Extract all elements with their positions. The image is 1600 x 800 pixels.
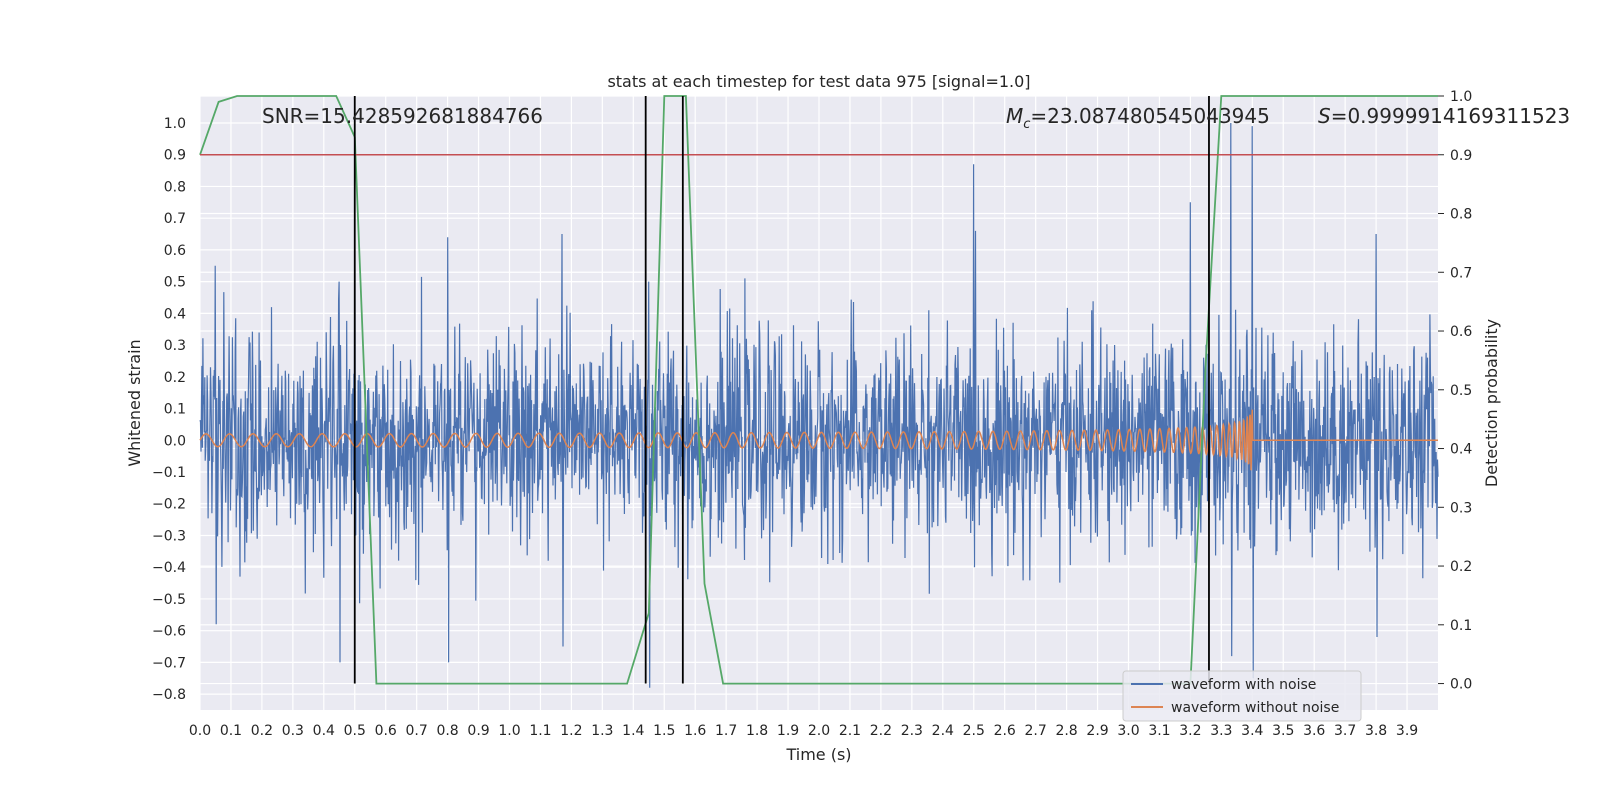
y-left-tick-label: −0.1 bbox=[152, 465, 186, 481]
y-right-tick-label: 0.6 bbox=[1450, 324, 1472, 340]
x-tick-label: 2.7 bbox=[1025, 723, 1047, 739]
x-tick-label: 1.3 bbox=[591, 723, 613, 739]
y-left-tick-label: 0.4 bbox=[164, 306, 186, 322]
y-left-tick-label: −0.2 bbox=[152, 497, 186, 513]
series-waveform-without-noise bbox=[199, 409, 1438, 471]
x-tick-label: 3.3 bbox=[1210, 723, 1232, 739]
x-tick-label: 3.1 bbox=[1148, 723, 1170, 739]
x-tick-label: 3.4 bbox=[1241, 723, 1263, 739]
y-left-tick-label: −0.8 bbox=[152, 687, 186, 703]
y-left-tick-label: 0.9 bbox=[164, 148, 186, 164]
x-tick-label: 0.6 bbox=[375, 723, 397, 739]
y-left-tick-label: −0.3 bbox=[152, 528, 186, 544]
legend-label-noise: waveform with noise bbox=[1171, 677, 1316, 693]
x-tick-label: 0.0 bbox=[189, 723, 211, 739]
y-right-tick-label: 0.2 bbox=[1450, 559, 1472, 575]
s-symbol: S bbox=[1318, 104, 1331, 128]
mc-subscript: c bbox=[1023, 117, 1030, 132]
y-left-tick-label: 0.8 bbox=[164, 179, 186, 195]
y-right-tick-label: 0.9 bbox=[1450, 148, 1472, 164]
x-tick-label: 3.9 bbox=[1396, 723, 1418, 739]
x-tick-label: 2.5 bbox=[963, 723, 985, 739]
x-tick-label: 2.6 bbox=[994, 723, 1016, 739]
x-tick-label: 1.6 bbox=[684, 723, 706, 739]
y-left-tick-label: 0.7 bbox=[164, 211, 186, 227]
probability-line bbox=[199, 95, 1438, 685]
mc-symbol: M bbox=[1006, 104, 1023, 128]
y-left-tick-label: −0.4 bbox=[152, 560, 186, 576]
x-tick-label: 2.0 bbox=[808, 723, 830, 739]
y-left-tick-label: 0.2 bbox=[164, 370, 186, 386]
series-detection-probability bbox=[199, 95, 1438, 685]
y-left-tick-label: −0.5 bbox=[152, 592, 186, 608]
x-tick-label: 3.0 bbox=[1117, 723, 1139, 739]
noise-line bbox=[199, 122, 1439, 688]
x-tick-label: 0.2 bbox=[251, 723, 273, 739]
y-right-tick-label: 0.3 bbox=[1450, 500, 1472, 516]
x-tick-label: 0.1 bbox=[220, 723, 242, 739]
chart-title: stats at each timestep for test data 975… bbox=[607, 72, 1030, 91]
y-left-tick-label: −0.7 bbox=[152, 655, 186, 671]
y-axis-label-left: Whitened strain bbox=[125, 339, 144, 466]
series-waveform-with-noise bbox=[199, 122, 1439, 688]
y-left-tick-label: 0.0 bbox=[164, 433, 186, 449]
x-tick-label: 0.9 bbox=[467, 723, 489, 739]
x-tick-label: 1.1 bbox=[529, 723, 551, 739]
x-tick-label: 1.0 bbox=[498, 723, 520, 739]
x-tick-label: 2.8 bbox=[1055, 723, 1077, 739]
y-right-tick-label: 0.1 bbox=[1450, 618, 1472, 634]
x-tick-label: 0.7 bbox=[406, 723, 428, 739]
legend-box bbox=[1122, 670, 1362, 722]
x-tick-label: 1.9 bbox=[777, 723, 799, 739]
ticks: 0.0 0.1 0.2 0.3 0.4 0.5 0.6 0.7 0.8 0.9 1.0 1.1 1.2 1… bbox=[152, 89, 1472, 739]
clean-line bbox=[199, 409, 1438, 471]
x-tick-label: 1.7 bbox=[715, 723, 737, 739]
x-tick-label: 0.3 bbox=[282, 723, 304, 739]
x-tick-label: 1.4 bbox=[622, 723, 644, 739]
y-left-tick-label: 1.0 bbox=[164, 116, 186, 132]
y-right-tick-label: 0.5 bbox=[1450, 383, 1472, 399]
y-right-tick-label: 0.7 bbox=[1450, 265, 1472, 281]
mc-annotation: Mc=23.087480545043945 bbox=[1006, 104, 1270, 132]
x-tick-label: 3.8 bbox=[1365, 723, 1387, 739]
y-right-tick-label: 0.4 bbox=[1450, 442, 1472, 458]
x-tick-label: 3.6 bbox=[1303, 723, 1325, 739]
s-annotation: S=0.9999914169311523 bbox=[1318, 104, 1570, 128]
y-left-tick-label: −0.6 bbox=[152, 624, 186, 640]
x-tick-label: 2.2 bbox=[870, 723, 892, 739]
y-axis-label-right: Detection probability bbox=[1482, 319, 1501, 487]
x-tick-label: 3.7 bbox=[1334, 723, 1356, 739]
y-right-tick-label: 0.0 bbox=[1450, 677, 1472, 693]
mc-value: =23.087480545043945 bbox=[1030, 104, 1269, 128]
x-tick-label: 3.5 bbox=[1272, 723, 1294, 739]
x-axis-label: Time (s) bbox=[785, 745, 851, 764]
y-right-tick-label: 1.0 bbox=[1450, 89, 1472, 105]
x-tick-label: 0.4 bbox=[313, 723, 335, 739]
s-value: =0.9999914169311523 bbox=[1331, 104, 1570, 128]
x-tick-label: 2.1 bbox=[839, 723, 861, 739]
x-tick-label: 1.2 bbox=[560, 723, 582, 739]
y-left-tick-label: 0.5 bbox=[164, 275, 186, 291]
y-left-tick-label: 0.1 bbox=[164, 402, 186, 418]
x-tick-label: 2.3 bbox=[901, 723, 923, 739]
x-tick-label: 1.5 bbox=[653, 723, 675, 739]
x-tick-label: 2.9 bbox=[1086, 723, 1108, 739]
legend: waveform with noise waveform without noi… bbox=[1122, 670, 1362, 722]
x-tick-label: 0.8 bbox=[436, 723, 458, 739]
y-left-tick-label: 0.3 bbox=[164, 338, 186, 354]
x-tick-label: 3.2 bbox=[1179, 723, 1201, 739]
x-tick-label: 0.5 bbox=[344, 723, 366, 739]
x-tick-label: 1.8 bbox=[746, 723, 768, 739]
y-left-tick-label: 0.6 bbox=[164, 243, 186, 259]
overlays bbox=[200, 96, 1438, 684]
y-right-tick-label: 0.8 bbox=[1450, 207, 1472, 223]
x-tick-label: 2.4 bbox=[932, 723, 954, 739]
legend-label-clean: waveform without noise bbox=[1171, 700, 1339, 716]
snr-annotation: SNR=15.428592681884766 bbox=[262, 104, 543, 128]
